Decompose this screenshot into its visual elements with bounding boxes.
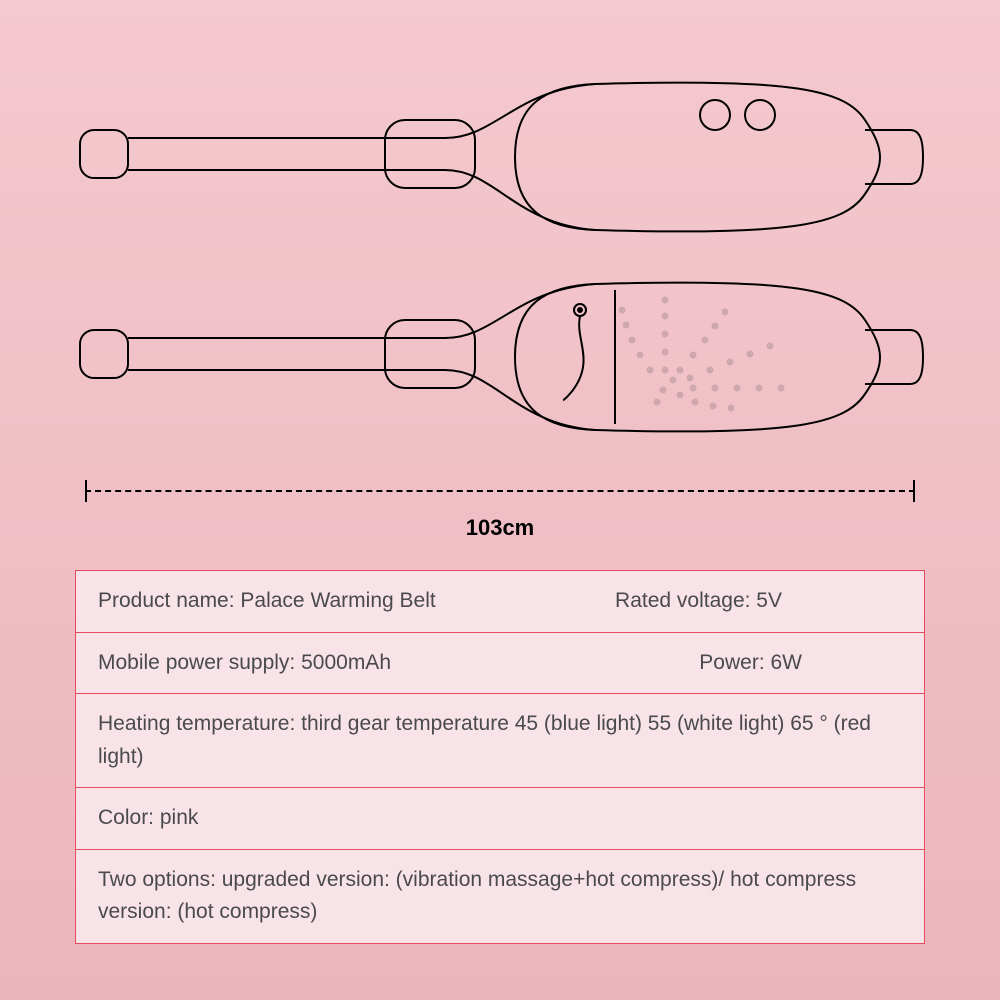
spec-row-3: Heating temperature: third gear temperat… bbox=[76, 694, 925, 788]
belt-top-view bbox=[80, 83, 923, 232]
spec-row-4: Color: pink bbox=[76, 788, 925, 850]
spec-power: Power: 6W bbox=[699, 647, 902, 680]
spec-table: Product name: Palace Warming Belt Rated … bbox=[75, 570, 925, 944]
spec-options: Two options: upgraded version: (vibratio… bbox=[98, 868, 856, 924]
dimension-label: 103cm bbox=[0, 515, 1000, 541]
dimension-line bbox=[75, 480, 925, 510]
spec-rated-voltage: Rated voltage: 5V bbox=[615, 585, 902, 618]
spec-heating: Heating temperature: third gear temperat… bbox=[98, 712, 871, 768]
spec-row-5: Two options: upgraded version: (vibratio… bbox=[76, 849, 925, 943]
spec-row-2: Mobile power supply: 5000mAh Power: 6W bbox=[76, 632, 925, 694]
spec-power-supply: Mobile power supply: 5000mAh bbox=[98, 647, 391, 680]
dot-pattern bbox=[619, 297, 785, 412]
belt-diagram-svg bbox=[75, 70, 925, 450]
spec-product-name: Product name: Palace Warming Belt bbox=[98, 585, 436, 618]
spec-color: Color: pink bbox=[98, 806, 198, 829]
belt-bottom-view bbox=[80, 283, 923, 432]
spec-row-1: Product name: Palace Warming Belt Rated … bbox=[76, 571, 925, 633]
product-diagram bbox=[75, 70, 925, 450]
